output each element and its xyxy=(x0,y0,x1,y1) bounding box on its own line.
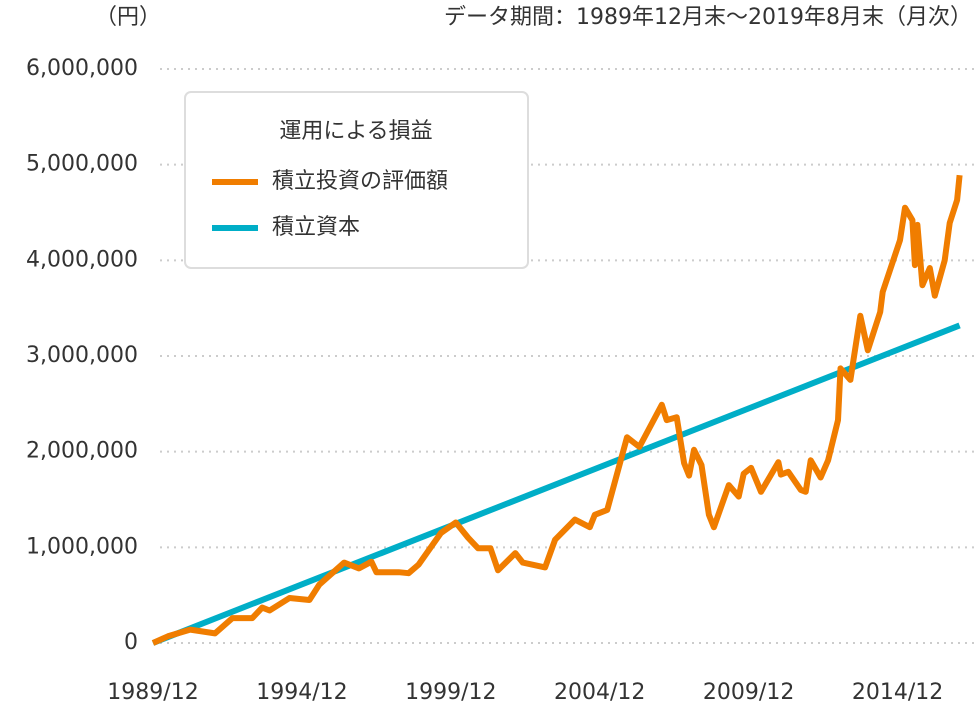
series-line xyxy=(151,174,963,646)
unit-label: （円） xyxy=(95,5,161,30)
lines xyxy=(151,174,963,646)
y-tick-label: 2,000,000 xyxy=(26,439,138,464)
legend-box xyxy=(184,91,529,269)
legend-label: 積立投資の評価額 xyxy=(272,169,448,194)
y-tick-label: 1,000,000 xyxy=(26,534,138,559)
chart-subtitle: データ期間：1989年12月末〜2019年8月末（月次） xyxy=(444,5,972,30)
x-tick-label: 1999/12 xyxy=(405,680,496,705)
x-tick-label: 1989/12 xyxy=(107,680,198,705)
y-tick-label: 4,000,000 xyxy=(26,247,138,272)
legend-title: 運用による損益 xyxy=(279,119,432,144)
x-tick-label: 2004/12 xyxy=(554,680,645,705)
x-tick-label: 2014/12 xyxy=(852,680,943,705)
y-tick-label: 5,000,000 xyxy=(26,152,138,177)
x-tick-label: 2009/12 xyxy=(703,680,794,705)
x-tick-label: 1994/12 xyxy=(256,680,347,705)
y-tick-label: 3,000,000 xyxy=(26,343,138,368)
y-tick-label: 6,000,000 xyxy=(26,56,138,81)
grid: 0 1,000,000 2,000,000 3,000,000 4,000,000 5,0… xyxy=(26,56,975,705)
legend-label: 積立資本 xyxy=(272,215,360,240)
series-line xyxy=(151,322,961,646)
y-tick-label: 0 xyxy=(124,630,138,655)
